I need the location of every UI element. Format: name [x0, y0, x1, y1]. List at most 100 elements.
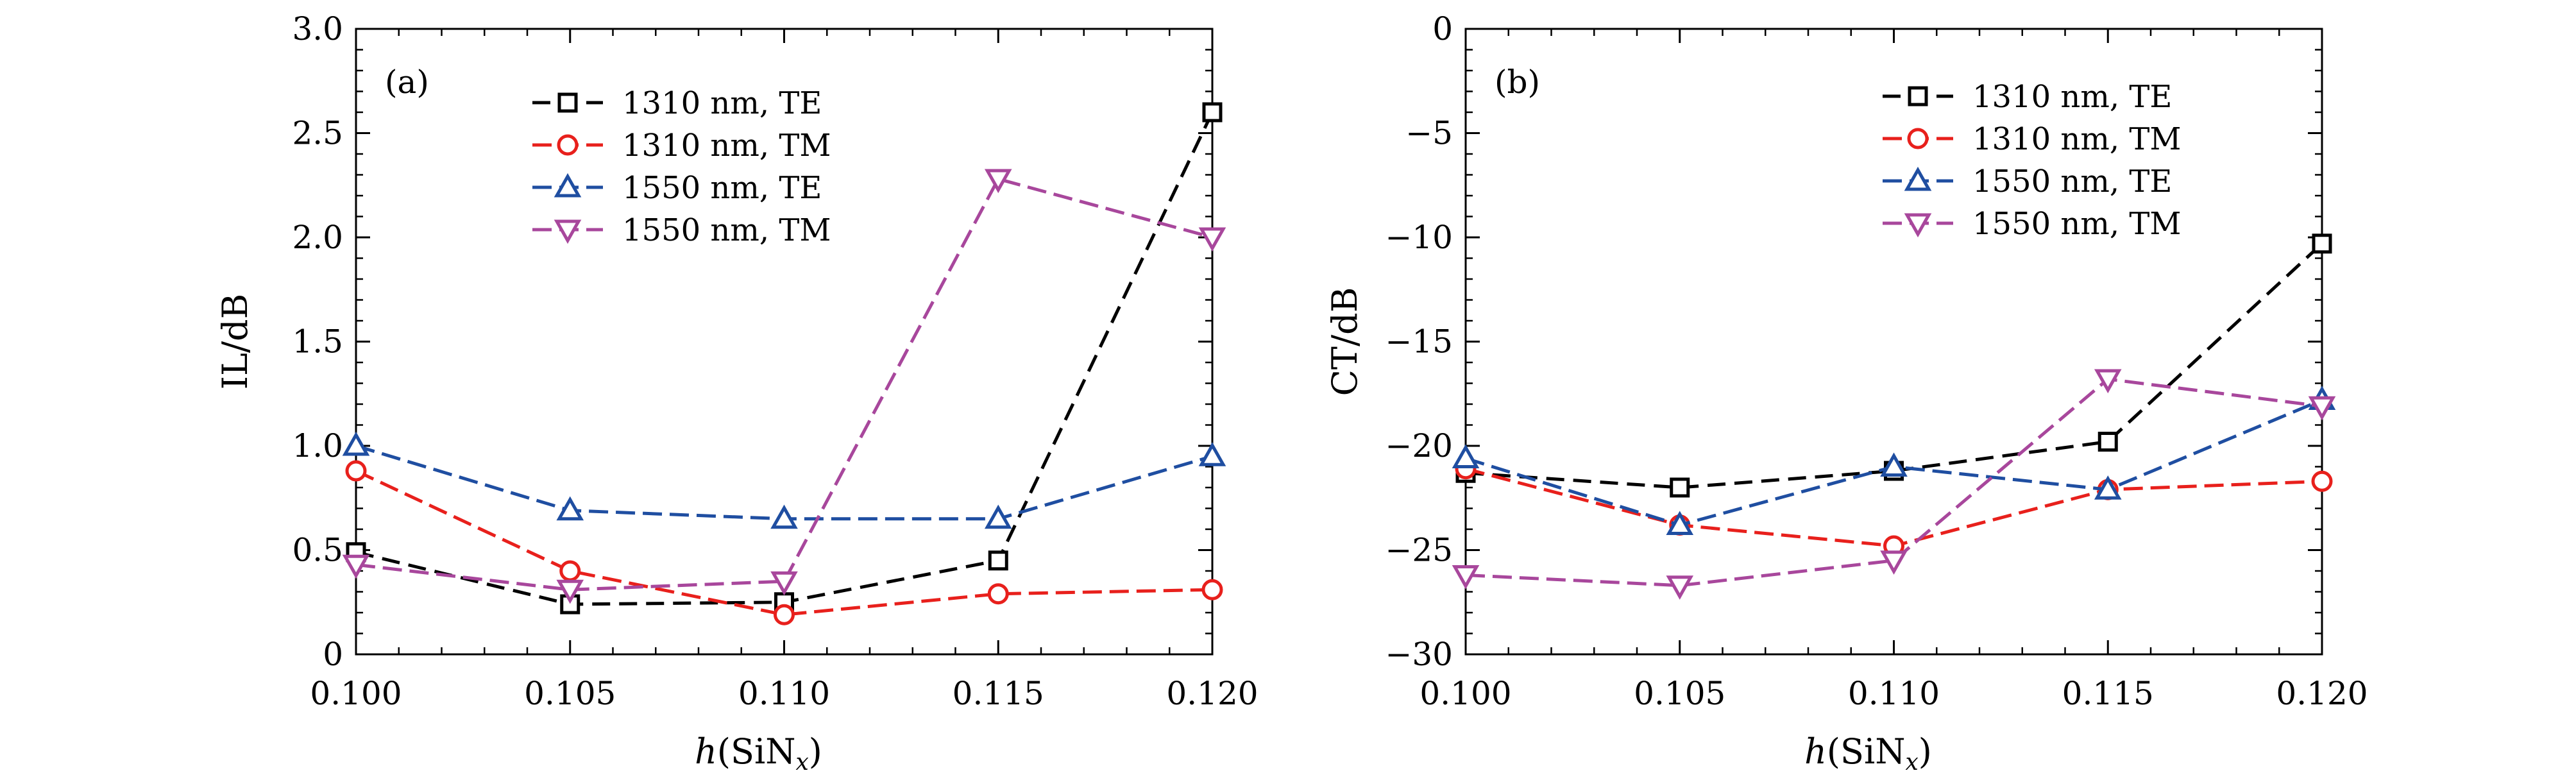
- legend-label: 1550 nm, TE: [622, 170, 822, 206]
- data-point: [1201, 579, 1223, 600]
- legend-marker: [1904, 166, 1932, 191]
- legend-label: 1550 nm, TM: [622, 212, 831, 248]
- data-point: [1666, 575, 1694, 600]
- y-axis-label: CT/dB: [1325, 287, 1365, 396]
- data-point: [345, 460, 367, 482]
- x-tick-label: 0.115: [953, 675, 1044, 712]
- series-3: [342, 169, 1226, 604]
- x-axis-label: h(SiNx): [1804, 731, 1932, 773]
- x-axis-label-sub: x: [1905, 749, 1918, 773]
- panel-label: (a): [385, 64, 429, 101]
- y-tick-label: 2.0: [292, 219, 343, 256]
- x-axis-label-sub: x: [795, 749, 808, 773]
- series-3: [1452, 369, 2336, 600]
- data-point: [556, 496, 584, 521]
- y-tick-label: −10: [1385, 219, 1453, 256]
- data-point: [984, 169, 1012, 194]
- data-point: [2097, 432, 2118, 452]
- y-tick-label: −5: [1405, 115, 1453, 152]
- y-tick-label: 3.0: [292, 10, 343, 47]
- series-line: [1465, 242, 2323, 489]
- x-axis-label-close: ): [1919, 731, 1932, 772]
- x-axis-label-close: ): [809, 731, 822, 772]
- legend-label: 1550 nm, TM: [1972, 206, 2182, 242]
- data-point: [774, 604, 795, 625]
- y-tick-label: −25: [1385, 532, 1453, 569]
- data-point: [1880, 452, 1908, 477]
- x-tick-label: 0.105: [1634, 675, 1725, 712]
- data-point: [2312, 234, 2332, 254]
- x-tick-label: 0.110: [738, 675, 830, 712]
- legend-marker: [557, 134, 579, 156]
- y-tick-label: −30: [1385, 636, 1453, 673]
- legend-label: 1310 nm, TM: [1972, 121, 2182, 157]
- series-line: [355, 177, 1213, 591]
- legend-marker: [1904, 213, 1932, 238]
- data-point: [1202, 102, 1223, 123]
- data-point: [1452, 444, 1480, 468]
- data-point: [770, 504, 798, 529]
- y-tick-label: 0: [1432, 10, 1453, 47]
- legend-label: 1310 nm, TM: [622, 128, 831, 164]
- legend-label: 1550 nm, TE: [1972, 164, 2172, 200]
- legend-marker: [1908, 86, 1928, 106]
- legend-label: 1310 nm, TE: [622, 85, 822, 121]
- data-point: [2308, 396, 2336, 421]
- data-point: [1880, 550, 1908, 575]
- data-point: [1198, 442, 1226, 466]
- series-0: [346, 102, 1223, 615]
- data-point: [988, 550, 1008, 571]
- x-tick-label: 0.115: [2062, 675, 2154, 712]
- x-axis-label-text: (SiN: [717, 731, 796, 772]
- data-point: [1452, 565, 1480, 590]
- data-point: [2094, 369, 2122, 394]
- y-tick-label: 1.0: [292, 427, 343, 464]
- chart-panel-a: 0.100 0.105 0.110 0.115 0.120 0 0.5 1.0 1.5 2.0 2.…: [215, 10, 1258, 773]
- x-axis-label-var: h: [695, 731, 717, 772]
- series-line: [355, 469, 1213, 616]
- data-point: [1198, 227, 1226, 252]
- legend-marker: [557, 92, 578, 113]
- legend-label: 1310 nm, TE: [1972, 79, 2172, 115]
- data-point: [984, 504, 1012, 529]
- x-tick-label: 0.120: [1166, 675, 1258, 712]
- legend: 1310 nm, TE 1310 nm, TM 1550 nm, TE 1550 nm…: [1883, 79, 2182, 242]
- data-point: [770, 571, 798, 596]
- y-tick-label: −15: [1385, 323, 1453, 361]
- x-axis-label-text: (SiN: [1827, 731, 1906, 772]
- data-point: [1670, 477, 1690, 498]
- x-tick-label: 0.100: [1419, 675, 1511, 712]
- data-point: [559, 560, 581, 582]
- data-point: [2094, 475, 2122, 500]
- x-tick-label: 0.105: [524, 675, 616, 712]
- data-point: [556, 579, 584, 604]
- chart-panel-b: 0.100 0.105 0.110 0.115 0.120 −30 −25 −20 −15 −10…: [1325, 10, 2368, 773]
- y-tick-label: 0.5: [292, 532, 343, 569]
- data-point: [987, 583, 1009, 605]
- series-2: [1452, 386, 2336, 535]
- legend: 1310 nm, TE 1310 nm, TM 1550 nm, TE 1550 nm…: [532, 85, 831, 248]
- panel-label: (b): [1495, 64, 1540, 101]
- data-point: [2311, 470, 2333, 492]
- x-axis-label-var: h: [1804, 731, 1827, 772]
- y-tick-label: 2.5: [292, 115, 343, 152]
- x-tick-label: 0.100: [310, 675, 402, 712]
- x-tick-label: 0.110: [1848, 675, 1940, 712]
- plot-frame: [355, 28, 1214, 656]
- data-point: [342, 431, 370, 456]
- y-tick-label: 1.5: [292, 323, 343, 361]
- legend-marker: [554, 219, 582, 244]
- legend-marker: [1907, 128, 1929, 149]
- x-tick-label: 0.120: [2276, 675, 2368, 712]
- x-axis-label: h(SiNx): [695, 731, 822, 773]
- series-line: [1465, 377, 2323, 588]
- y-tick-label: 0: [323, 636, 343, 673]
- y-tick-label: −20: [1385, 427, 1453, 464]
- series-2: [342, 431, 1226, 529]
- y-axis-label: IL/dB: [215, 294, 255, 390]
- data-point: [342, 554, 370, 579]
- legend-marker: [554, 173, 582, 198]
- data-point: [1666, 511, 1694, 535]
- series-1: [345, 460, 1223, 625]
